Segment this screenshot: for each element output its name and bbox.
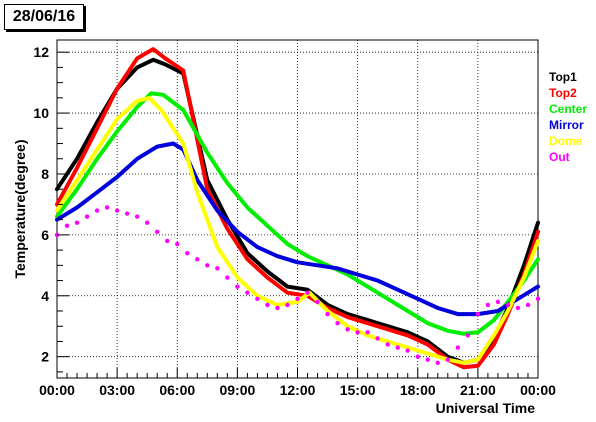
out-series-point	[515, 305, 521, 311]
y-tick-label: 6	[41, 227, 49, 243]
out-series-point	[275, 305, 280, 311]
center-series-line	[55, 91, 540, 336]
out-series-point	[335, 320, 340, 326]
x-tick-label: 12:00	[280, 382, 316, 398]
out-series-point	[114, 208, 120, 213]
x-axis-label: Universal Time	[436, 400, 536, 416]
y-tick-label: 2	[41, 349, 49, 365]
x-tick-label: 06:00	[159, 382, 195, 398]
date-label: 28/06/16	[4, 4, 84, 30]
mirror-series-line	[55, 141, 540, 317]
out-series-point	[525, 302, 531, 308]
legend-entry-top1: Top1	[549, 70, 577, 84]
out-series-point	[185, 250, 190, 256]
out-series-point	[84, 214, 90, 219]
out-series-point	[165, 238, 170, 244]
out-series-point	[104, 205, 110, 210]
legend-entry-out: Out	[549, 150, 570, 164]
y-axis-label: Temperature(degree)	[12, 139, 28, 278]
x-tick-label: 09:00	[219, 382, 255, 398]
legend-entry-center: Center	[549, 102, 587, 116]
legend-entry-dome: Dome	[549, 134, 583, 148]
out-series-point	[94, 208, 100, 213]
out-series-point	[495, 299, 501, 305]
out-series-point	[385, 342, 390, 347]
x-tick-label: 15:00	[340, 382, 376, 398]
out-series-point	[74, 220, 80, 225]
out-series-point	[415, 354, 420, 359]
out-series-point	[475, 311, 481, 317]
out-series-point	[235, 284, 240, 289]
x-tick-label: 00:00	[520, 382, 556, 398]
out-series-point	[445, 357, 451, 362]
x-tick-label: 00:00	[39, 382, 75, 398]
legend: Top1 Top2 Center Mirror Dome Out	[549, 70, 587, 164]
y-tick-label: 12	[33, 44, 49, 60]
out-series-point	[365, 330, 370, 335]
legend-entry-top2: Top2	[549, 86, 577, 100]
out-series-point	[295, 296, 300, 302]
legend-entry-mirror: Mirror	[549, 118, 584, 132]
out-series-point	[245, 290, 250, 295]
dome-series-line	[55, 95, 540, 365]
y-tick-label: 10	[33, 105, 49, 121]
out-series-point	[285, 302, 290, 308]
out-series-point	[155, 229, 160, 235]
out-series-point	[535, 296, 541, 302]
out-series-point	[255, 296, 260, 302]
out-series-point	[175, 241, 180, 247]
out-series-point	[325, 311, 330, 317]
out-series-point	[225, 275, 230, 280]
y-tick-label: 8	[41, 166, 49, 182]
out-series-point	[425, 357, 430, 362]
out-series-point	[215, 266, 220, 271]
series-lines	[54, 47, 541, 370]
x-tick-label: 03:00	[99, 382, 135, 398]
out-series-point	[265, 302, 270, 308]
out-series-point	[134, 214, 140, 219]
out-series-point	[395, 345, 400, 350]
out-series-point	[435, 360, 440, 365]
out-series-point	[315, 299, 320, 305]
out-series-point	[345, 327, 350, 332]
axes: 2 4 6 8 10 12 00:00 03:00 06:00 09:00 12:00 15:00 18…	[33, 44, 556, 398]
out-series-point	[124, 211, 130, 216]
out-series-point	[455, 345, 461, 350]
out-series-point	[375, 336, 380, 341]
x-tick-label: 21:00	[460, 382, 496, 398]
y-tick-label: 4	[41, 288, 49, 304]
out-series-point	[465, 333, 471, 338]
out-series-point	[485, 302, 491, 308]
x-tick-label: 18:00	[400, 382, 436, 398]
out-series-point	[305, 290, 310, 295]
out-series-point	[64, 223, 70, 228]
out-series-point	[144, 220, 150, 225]
out-series-point	[195, 257, 200, 262]
out-series-point	[405, 348, 410, 353]
out-series-point	[205, 263, 210, 268]
out-series-point	[505, 302, 511, 308]
out-series-point	[355, 330, 360, 335]
